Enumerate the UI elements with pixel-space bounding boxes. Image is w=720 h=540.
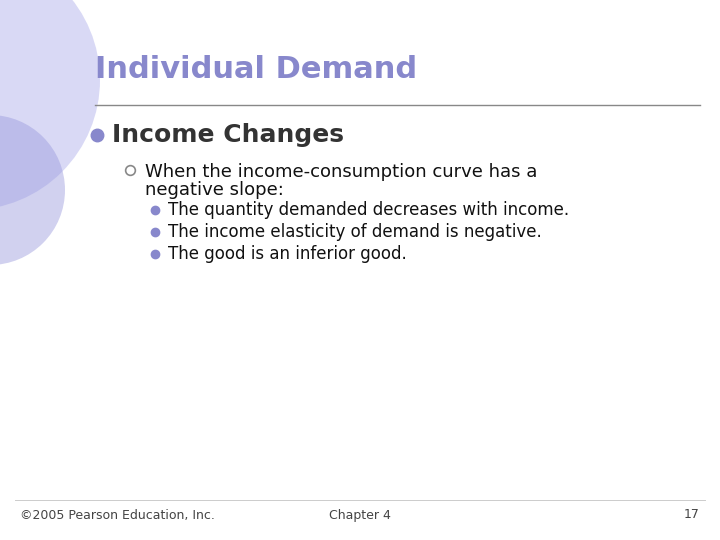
Text: negative slope:: negative slope: bbox=[145, 181, 284, 199]
Text: ©2005 Pearson Education, Inc.: ©2005 Pearson Education, Inc. bbox=[20, 509, 215, 522]
Text: The quantity demanded decreases with income.: The quantity demanded decreases with inc… bbox=[168, 201, 569, 219]
Circle shape bbox=[0, 115, 65, 265]
Text: Individual Demand: Individual Demand bbox=[95, 55, 417, 84]
Text: When the income-consumption curve has a: When the income-consumption curve has a bbox=[145, 163, 537, 181]
Text: The good is an inferior good.: The good is an inferior good. bbox=[168, 245, 407, 263]
Text: Chapter 4: Chapter 4 bbox=[329, 509, 391, 522]
Text: 17: 17 bbox=[684, 509, 700, 522]
Circle shape bbox=[0, 0, 100, 210]
Text: Income Changes: Income Changes bbox=[112, 123, 344, 147]
Text: The income elasticity of demand is negative.: The income elasticity of demand is negat… bbox=[168, 223, 541, 241]
